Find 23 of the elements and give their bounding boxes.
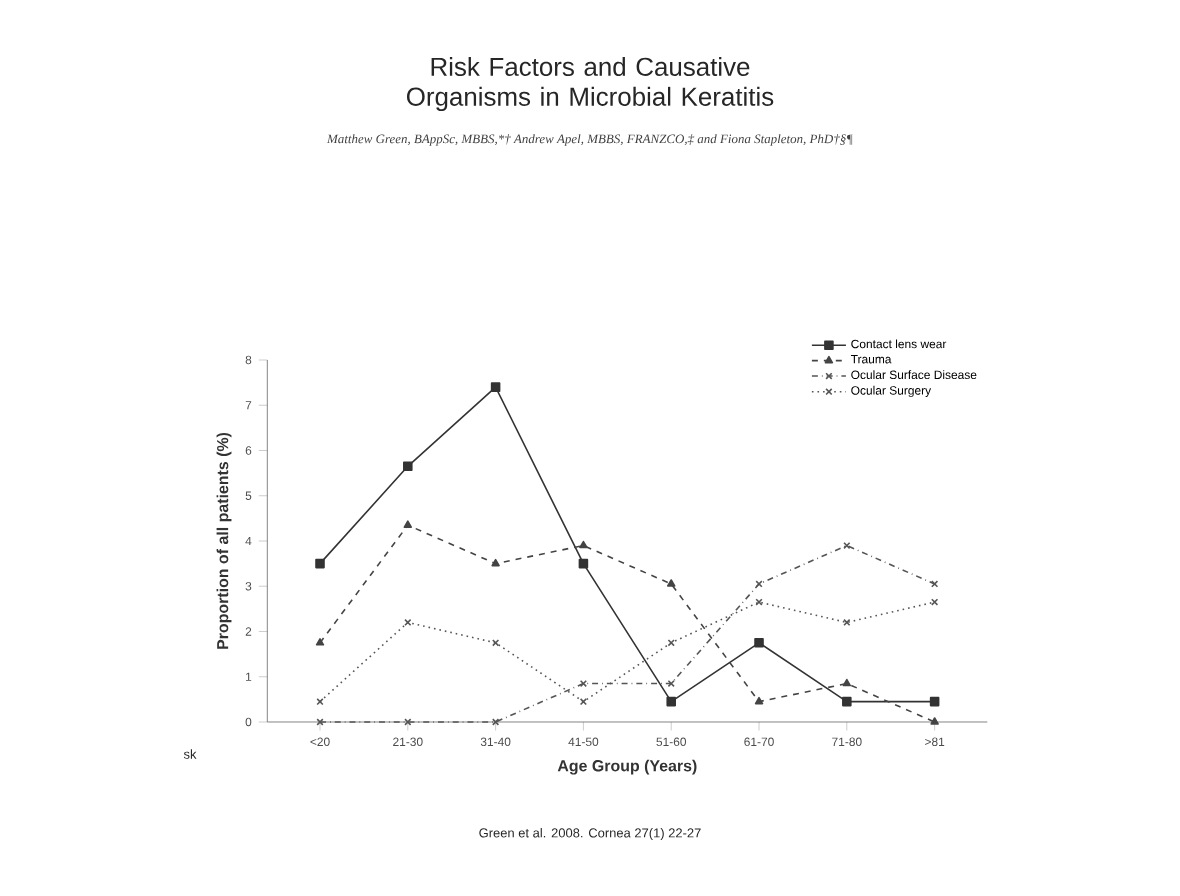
point xyxy=(579,679,588,688)
point xyxy=(316,718,324,726)
point xyxy=(666,696,676,707)
point xyxy=(842,696,852,707)
point xyxy=(579,540,588,549)
point xyxy=(315,558,325,569)
point xyxy=(315,638,325,646)
chart-title: Risk Factors and Causative Organisms in Microbial Keratitis xyxy=(406,56,774,111)
point xyxy=(842,678,852,687)
point xyxy=(403,520,413,528)
point xyxy=(579,698,588,706)
point xyxy=(930,717,939,725)
point xyxy=(755,580,763,588)
point xyxy=(667,639,675,647)
point xyxy=(490,382,501,392)
point xyxy=(754,696,764,705)
point xyxy=(403,461,413,472)
point xyxy=(755,598,763,606)
point xyxy=(491,558,500,567)
point xyxy=(929,696,940,707)
point xyxy=(578,558,589,569)
point xyxy=(754,638,764,648)
point xyxy=(666,579,676,587)
